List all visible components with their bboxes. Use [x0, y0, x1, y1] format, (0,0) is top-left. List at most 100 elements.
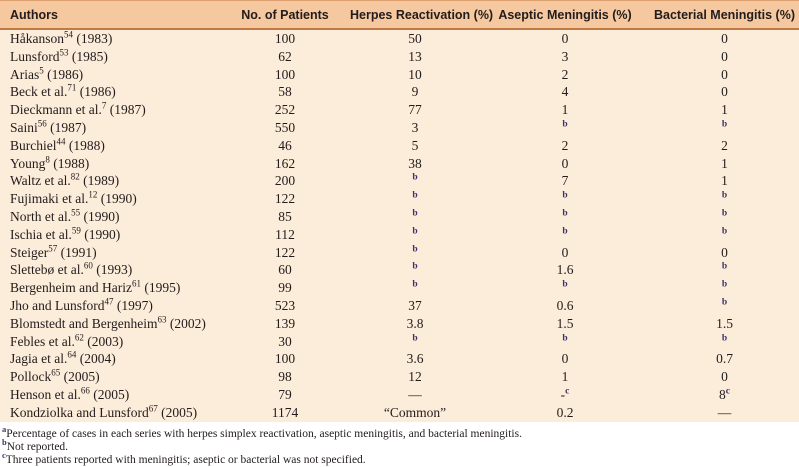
herpes-reactivation-cell: 13: [350, 47, 480, 66]
footnote-reference: b: [562, 190, 568, 201]
bacterial-meningitis-cell: 0.7: [650, 350, 799, 369]
table-row: Ischia et al.59 (1990) 112 b b b: [0, 225, 799, 244]
cell-value: 1.6: [556, 262, 574, 278]
header-herpes-reactivation: Herpes Reactivation (%): [350, 0, 493, 30]
aseptic-meningitis-cell: 1: [480, 368, 650, 386]
patients-cell: 1174: [220, 403, 350, 422]
table-row: Kondziolka and Lunsford67 (2005) 1174 “Com…: [0, 403, 799, 422]
cell-value: 162: [274, 155, 296, 171]
footnote-c: cThree patients reported with meningitis…: [2, 450, 791, 467]
cell-value: 112: [275, 226, 295, 242]
footnote-reference: b: [721, 226, 728, 237]
cell-value: 1.5: [556, 315, 574, 331]
author-name: Jho and Lunsford: [10, 297, 105, 313]
reference-number: 71: [67, 82, 77, 93]
reference-number: 7: [101, 100, 107, 111]
patients-cell: 100: [220, 30, 350, 48]
publication-year: (1988): [65, 137, 105, 153]
bacterial-meningitis-cell: 0: [650, 47, 799, 66]
footnote-reference: c: [565, 386, 570, 397]
bacterial-meningitis-cell: 1: [650, 172, 799, 191]
cell-value: 100: [274, 351, 296, 367]
cell-value: 3: [561, 48, 569, 64]
table-row: Fujimaki et al.12 (1990) 122 b b b: [0, 190, 799, 208]
bacterial-meningitis-cell: b: [650, 279, 799, 297]
footnote-reference: b: [721, 279, 728, 290]
reference-number: 12: [88, 189, 98, 200]
reference-number: 53: [59, 47, 69, 58]
cell-value: 10: [408, 66, 422, 82]
cell-value: 523: [274, 297, 296, 313]
herpes-reactivation-cell: b: [350, 261, 480, 280]
footnote-reference: b: [721, 297, 728, 308]
aseptic-meningitis-cell: b: [480, 279, 650, 297]
table-row: Burchiel44 (1988) 46 5 2 2: [0, 136, 799, 155]
cell-value: 0: [561, 351, 569, 367]
herpes-reactivation-cell: 10: [350, 65, 480, 84]
author-cell: Arias5 (1986): [0, 65, 220, 84]
author-cell: Saini56 (1987): [0, 118, 220, 137]
aseptic-meningitis-cell: 1.5: [480, 314, 650, 333]
cell-value: “Common”: [383, 404, 447, 420]
author-name: North et al.: [10, 208, 72, 224]
author-cell: Pollock65 (2005): [0, 368, 220, 386]
footnote-reference: b: [412, 333, 418, 344]
publication-year: (1988): [49, 155, 90, 171]
herpes-reactivation-cell: b: [350, 332, 480, 351]
aseptic-meningitis-cell: 0: [480, 350, 650, 369]
cell-value: 100: [274, 66, 296, 82]
author-cell: Waltz et al.82 (1989): [0, 172, 220, 191]
footnote-reference: b: [721, 333, 728, 344]
herpes-reactivation-cell: “Common”: [350, 403, 480, 422]
aseptic-meningitis-cell: 0: [480, 243, 650, 262]
cell-value: 62: [278, 48, 292, 64]
cell-value: 3: [411, 119, 419, 135]
footnote-reference: b: [562, 333, 568, 344]
cell-value: 1174: [271, 404, 299, 420]
cell-value: 1: [561, 369, 569, 385]
footnote-reference: b: [721, 208, 728, 219]
footnote-reference: b: [412, 208, 418, 219]
publication-year: (1990): [97, 191, 137, 207]
cell-value: 1: [721, 155, 728, 171]
footnote-reference: c: [725, 386, 730, 397]
cell-value: 38: [408, 155, 422, 171]
header-bacterial-meningitis: Bacterial Meningitis (%): [650, 0, 799, 30]
patients-cell: 122: [220, 243, 350, 262]
cell-value: 8: [719, 386, 726, 402]
footnote-text: Percentage of cases in each series with …: [6, 427, 522, 440]
herpes-reactivation-cell: 50: [350, 30, 480, 48]
table-row: Arias5 (1986) 100 10 2 0: [0, 65, 799, 84]
cell-value: 46: [278, 137, 292, 153]
publication-year: (1990): [80, 226, 121, 242]
reference-number: 67: [148, 403, 158, 414]
publication-year: (1991): [57, 244, 97, 260]
aseptic-meningitis-cell: 0: [480, 30, 650, 48]
reference-number: 64: [67, 349, 77, 360]
cell-value: 0.6: [556, 297, 574, 313]
bacterial-meningitis-cell: b: [650, 296, 799, 315]
bacterial-meningitis-cell: b: [650, 261, 799, 280]
footnote-reference: b: [412, 172, 418, 183]
reference-number: 57: [48, 243, 58, 254]
author-cell: Slettebø et al.60 (1993): [0, 260, 220, 280]
table-row: Blomstedt and Bergenheim63 (2002) 139 3.8 1…: [0, 314, 799, 333]
herpes-reactivation-cell: 3.8: [350, 314, 480, 333]
author-cell: Henson et al.66 (2005): [0, 385, 220, 404]
reference-number: 61: [131, 278, 141, 289]
cell-value: 0.2: [556, 404, 574, 420]
bacterial-meningitis-cell: 2: [650, 136, 799, 155]
footnote-reference: b: [412, 261, 418, 272]
patients-cell: 98: [220, 368, 350, 386]
cell-value: 99: [278, 280, 292, 296]
aseptic-meningitis-cell: 2: [480, 136, 650, 155]
table-row: Waltz et al.82 (1989) 200 b 7 1: [0, 172, 799, 191]
cell-value: 5: [411, 137, 419, 153]
cell-value: 1.5: [716, 315, 733, 331]
cell-value: 0: [561, 31, 569, 46]
author-cell: North et al.55 (1990): [0, 207, 220, 226]
bacterial-meningitis-cell: b: [650, 118, 799, 137]
author-name: Saini: [10, 119, 38, 135]
reference-number: 60: [83, 260, 93, 271]
cell-value: 1: [561, 102, 569, 118]
